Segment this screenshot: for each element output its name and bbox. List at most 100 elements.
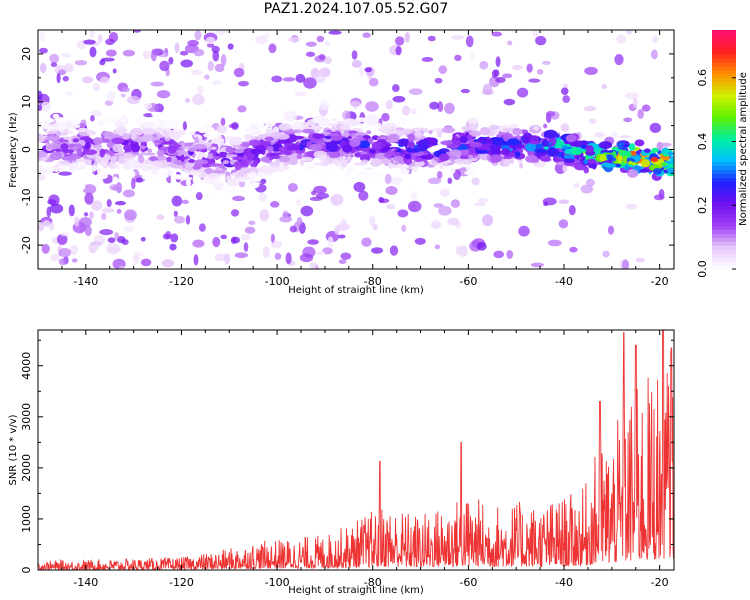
spectrogram-cell-1493 [339,124,351,130]
spectrogram-cell-111 [194,30,202,41]
spectrogram-cell-252 [318,53,326,61]
spectrogram-cell-278 [517,87,529,98]
spectrogram-cell-419 [116,236,126,243]
spectrogram-cell-1583 [210,137,225,145]
spectrogram-cell-47 [434,77,443,84]
spectrogram-cell-82 [328,30,342,35]
spectrogram-cell-65 [503,98,516,106]
spectrogram-cell-69 [262,246,270,259]
colorbar-tick-label: 0.2 [696,197,709,215]
spectrogram-cell-177 [430,220,442,229]
y-tick-label: 0 [20,567,33,574]
spectrogram-cell-1435 [229,158,235,166]
spectrogram-cell-1897 [129,127,144,136]
colorbar-swatch [712,53,736,59]
spectrogram-cell-311 [305,41,317,47]
spectrogram-cell-211 [561,87,569,96]
spectrogram-cell-1486 [189,131,196,136]
spectrogram-x-axis: -140 -120 -100 -80 -60 -40 -20 [37,30,669,288]
spectrogram-marks [38,30,674,269]
spectrogram-cell-75 [171,195,183,207]
spectrogram-cell-1474 [327,166,335,175]
colorbar-swatch [712,201,736,206]
spectrogram-cell-169 [309,262,318,269]
spectrogram-cell-490 [307,239,319,245]
spectrogram-cell-1874 [416,145,422,151]
spectrogram-cell-273 [274,252,282,260]
spectrogram-cell-459 [214,30,229,36]
spectrogram-cell-1604 [84,141,91,150]
spectrogram-cell-1908 [603,163,617,168]
colorbar-swatch [712,105,736,111]
spectrogram-cell-1783 [535,143,544,150]
spectrogram-cell-1002 [398,117,406,126]
spectrogram-cell-526 [356,117,368,123]
spectrogram-cell-1799 [572,146,579,155]
spectrogram-cell-1203 [377,122,382,130]
x-tick-label: -60 [459,275,477,288]
colorbar-swatch [712,30,736,35]
spectrogram-cell-1645 [346,130,358,134]
spectrogram-cell-341 [116,208,122,214]
spectrogram-cell-218 [58,258,67,266]
spectrogram-cell-471 [193,48,205,57]
spectrogram-cell-326 [282,77,296,82]
colorbar-swatch [712,141,736,147]
spectrogram-cell-460 [584,66,598,76]
colorbar-ticks: 0.0 0.2 0.4 0.6 [696,69,736,278]
spectrogram-cell-427 [495,76,506,84]
spectrogram-cell-310 [184,97,191,103]
colorbar-swatch [712,101,736,107]
spectrogram-cell-95 [106,199,112,208]
spectrogram-cell-1530 [54,117,67,121]
spectrogram-cell-1153 [527,150,536,157]
spectrogram-cell-1514 [248,171,257,181]
spectrogram-cell-1471 [46,118,55,123]
spectrogram-cell-1725 [561,145,569,150]
spectrogram-cell-1417 [172,128,181,133]
spectrogram-cell-1362 [177,130,187,136]
spectrogram-cell-1696 [346,167,355,171]
spectrogram-cell-1733 [70,163,79,169]
spectrogram-cell-474 [365,114,379,127]
spectrogram-cell-1855 [266,145,274,153]
spectrogram-cell-1746 [393,152,402,157]
snr-panel: -140 -120 -100 -80 -60 -40 -20 0 1000 2000 3000 40… [8,329,675,596]
spectrogram-cell-1632 [54,141,59,145]
spectrogram-cell-1711 [362,134,371,139]
spectrogram-cell-250 [569,246,578,253]
spectrogram-cell-1771 [172,141,177,145]
spectrogram-cell-349 [531,30,539,38]
spectrogram-cell-481 [402,105,410,116]
colorbar-swatch [712,229,736,234]
spectrogram-cell-400 [637,108,644,120]
spectrogram-cell-342 [471,177,480,186]
spectrogram-cell-1747 [212,170,225,174]
spectrogram-cell-811 [225,186,236,195]
spectrogram-cell-1879 [475,150,489,154]
spectrogram-cell-269 [255,35,268,45]
spectrogram-cell-264 [192,239,205,248]
x-tick-label: -80 [364,275,382,288]
spectrogram-cell-245 [621,259,630,269]
spectrogram-cell-1885 [392,155,404,162]
spectrogram-cell-1434 [165,120,180,129]
spectrogram-cell-373 [296,198,301,206]
colorbar-swatch [712,265,736,270]
snr-series-line [38,330,674,570]
spectrogram-cell-1393 [151,160,161,167]
spectrogram-cell-1716 [500,148,511,156]
spectrogram-cell-429 [507,40,513,46]
spectrogram-cell-1650 [651,147,659,153]
spectrogram-cell-1795 [663,153,669,157]
spectrogram-cell-256 [89,30,95,38]
spectrogram-cell-262 [558,219,569,229]
spectrogram-cell-64 [173,215,186,224]
spectrogram-cell-1909 [541,138,549,147]
spectrogram-cell-1907 [308,143,323,151]
spectrogram-cell-445 [543,201,549,207]
spectrogram-cell-1681 [284,149,292,156]
spectrogram-cell-93 [614,53,624,66]
spectrogram-cell-464 [588,118,597,124]
spectrogram-cell-479 [362,32,371,39]
